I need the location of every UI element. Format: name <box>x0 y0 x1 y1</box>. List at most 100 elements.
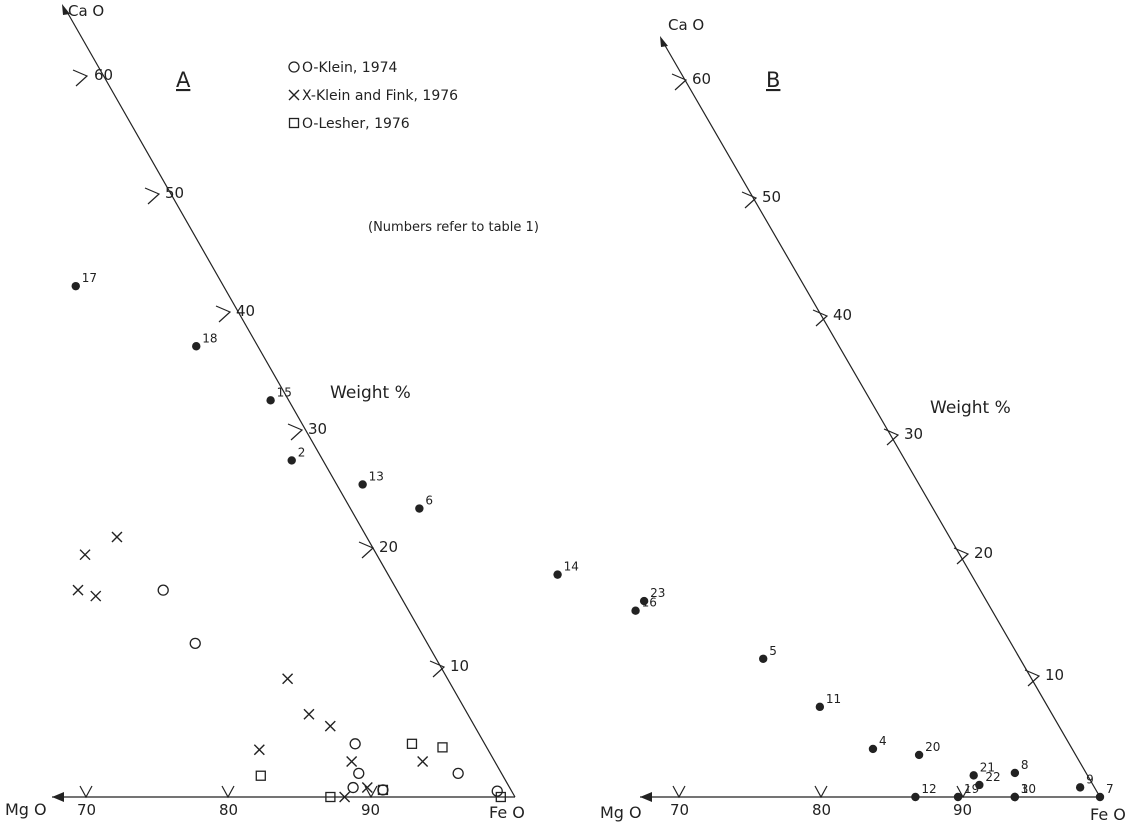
panel-b-ca-tick-40 <box>812 309 829 327</box>
panel-b-ca-tick-label: 50 <box>762 188 781 206</box>
data-point <box>415 504 424 513</box>
panel-a-ca-ticks <box>72 69 446 678</box>
cross-data-point <box>361 782 373 794</box>
square-data-point <box>495 791 506 803</box>
circle-data-point <box>452 767 464 780</box>
circle-data-point <box>353 767 365 780</box>
panel-a-ca-tick-labels: 60 50 40 30 20 10 <box>94 66 469 675</box>
data-point-label: 18 <box>202 331 217 345</box>
panel-a-title: A <box>176 68 191 92</box>
panel-a-mg-tick-label: 70 <box>77 801 96 819</box>
data-point <box>266 396 275 405</box>
cross-data-point <box>79 549 91 561</box>
panel-a-ca-tick-10 <box>429 660 446 678</box>
data-point <box>1095 792 1105 802</box>
panel-b-ca-tick-60 <box>671 73 688 91</box>
legend-circle-symbol <box>288 61 300 73</box>
circle-data-point <box>377 784 389 796</box>
circle-data-point <box>189 637 201 649</box>
square-data-point <box>377 784 389 796</box>
data-point-label: 2 <box>298 445 306 459</box>
panel-b-ca-tick-labels: 60 50 40 30 20 10 <box>692 70 1064 684</box>
cross-data-point <box>417 756 429 768</box>
data-point <box>192 342 201 351</box>
table-note: (Numbers refer to table 1) <box>368 220 539 235</box>
cross-data-point <box>111 531 123 543</box>
panel-a-ca-tick-label: 10 <box>450 657 469 675</box>
circle-data-point <box>347 781 359 794</box>
panel-a-mgo-label: Mg O <box>5 800 47 819</box>
data-point <box>815 702 825 712</box>
data-point-label: 23 <box>650 586 665 600</box>
legend-item-klein-fink-1976: X-Klein and Fink, 1976 <box>302 88 458 104</box>
data-point <box>868 744 878 754</box>
panel-a-mg-tick-70 <box>79 785 93 799</box>
data-point <box>911 792 920 802</box>
panel-b-cao-axis <box>662 41 1101 798</box>
square-data-point <box>406 738 418 749</box>
legend-item-lesher-1976: O-Lesher, 1976 <box>302 116 410 132</box>
circle-data-point <box>349 738 361 750</box>
panel-a-mg-tick-label: 90 <box>361 801 380 819</box>
panel-b-ca-tick-label: 10 <box>1045 666 1064 684</box>
data-point-label: 4 <box>879 734 887 748</box>
square-data-point <box>255 770 266 781</box>
data-point <box>759 654 768 663</box>
panel-a-ca-tick-label: 50 <box>165 184 184 202</box>
panel-a-mg-tick-label: 80 <box>219 801 238 819</box>
data-point-label: 3 <box>1021 782 1029 796</box>
panel-a-ca-tick-40 <box>215 305 232 323</box>
cross-data-point <box>339 791 351 803</box>
cross-data-point <box>90 590 102 602</box>
data-point-label: 17 <box>82 271 97 285</box>
data-point <box>914 750 924 760</box>
panel-a-ca-tick-label: 60 <box>94 66 113 84</box>
panel-b-cao-arrowhead <box>660 36 668 47</box>
panel-a-ca-tick-60 <box>72 69 89 87</box>
data-point <box>969 771 978 780</box>
panel-a-ca-tick-50 <box>144 187 161 205</box>
panel-a-unit-label: Weight % <box>330 383 411 403</box>
data-point-label: 15 <box>277 385 292 399</box>
panel-b-ca-tick-label: 40 <box>833 306 852 324</box>
data-point-label: 13 <box>369 469 384 483</box>
panel-a-mg-tick-90 <box>364 785 378 799</box>
legend-item-klein-1974: O-Klein, 1974 <box>302 60 398 76</box>
data-point <box>631 606 640 615</box>
data-point <box>953 792 963 802</box>
panel-b-mg-tick-80 <box>814 785 828 799</box>
panel-b-title: B <box>766 68 780 92</box>
data-point-label: 7 <box>1106 782 1114 796</box>
panel-b-ca-tick-10 <box>1024 669 1041 687</box>
circle-data-point <box>491 785 503 797</box>
panel-b-mgo-label: Mg O <box>600 803 642 822</box>
panel-b-ca-ticks <box>671 73 1041 687</box>
data-point-label: 20 <box>925 740 940 754</box>
data-point-label: 22 <box>985 770 1000 784</box>
data-point <box>975 780 984 790</box>
cross-data-point <box>282 673 294 685</box>
legend-square-symbol <box>288 117 300 129</box>
panel-a-ca-tick-label: 20 <box>379 538 398 556</box>
panel-b-ca-tick-label: 30 <box>904 425 923 443</box>
data-point-label: 14 <box>564 560 579 574</box>
data-point-label: 5 <box>769 644 777 658</box>
panel-b-ca-tick-label: 60 <box>692 70 711 88</box>
panel-b-mg-tick-label: 80 <box>812 801 831 819</box>
panel-a-mg-ticks <box>79 785 378 799</box>
panel-a-cao-label: Ca O <box>68 2 104 20</box>
data-point-label: 12 <box>921 782 936 796</box>
panel-b-ca-tick-20 <box>953 547 970 565</box>
panel-a-mg-tick-80 <box>221 785 235 799</box>
data-point-label: 9 <box>1086 772 1094 786</box>
data-point <box>1010 768 1020 778</box>
data-point-label: 10 <box>1021 782 1036 796</box>
data-point-label: 11 <box>826 692 841 706</box>
panel-b-mg-tick-70 <box>672 785 686 799</box>
panel-b-mg-tick-label: 90 <box>953 801 972 819</box>
panel-b-unit-label: Weight % <box>930 398 1011 418</box>
panel-b-mg-tick-90 <box>956 785 970 799</box>
cross-data-point <box>303 708 315 720</box>
cross-data-point <box>324 720 336 732</box>
